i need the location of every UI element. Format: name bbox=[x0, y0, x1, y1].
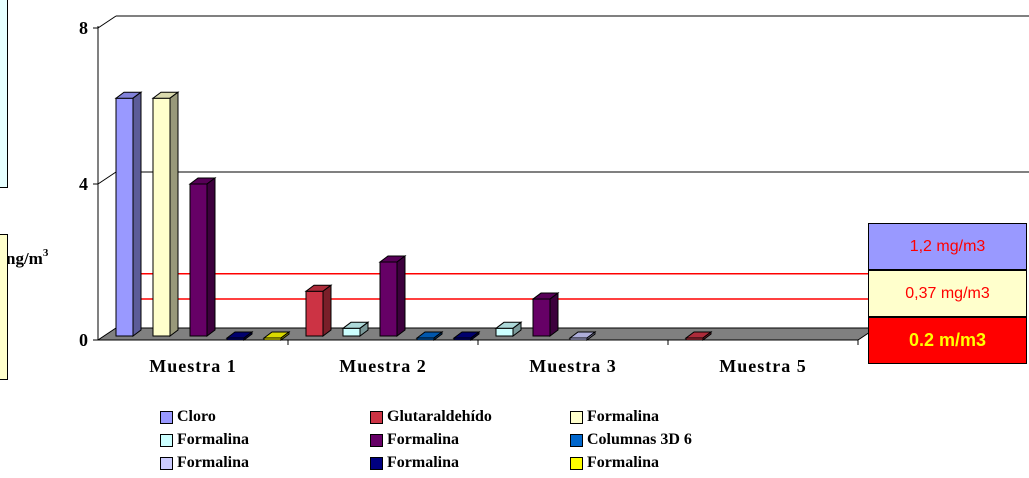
legend-item: Formalina bbox=[570, 452, 770, 474]
legend: Cloro Glutaraldehído Formalina Formalina… bbox=[160, 406, 780, 474]
legend-swatch bbox=[570, 456, 583, 470]
bars bbox=[114, 91, 713, 341]
bar-side bbox=[322, 284, 332, 337]
legend-swatch bbox=[160, 456, 173, 470]
legend-label: Formalina bbox=[587, 408, 659, 425]
legend-label: Cloro bbox=[177, 408, 216, 425]
legend-swatch bbox=[160, 433, 173, 447]
bar-side bbox=[586, 331, 596, 341]
x-tick-label: Muestra 5 bbox=[719, 356, 806, 376]
limit-box-3: 0.2 m/m3 bbox=[868, 317, 1027, 364]
x-tick-label: Muestra 3 bbox=[529, 356, 616, 376]
bar-side bbox=[169, 91, 179, 337]
y-tick-label: 4 bbox=[79, 174, 88, 194]
left-panel-fragment-bottom bbox=[0, 234, 8, 380]
legend-item: Formalina bbox=[570, 406, 770, 428]
gridline-depth bbox=[97, 15, 117, 29]
bar bbox=[114, 91, 143, 337]
axes: 0 4 8 Muestra 1 Muestra 2 Muestra 3 Muestra 5 bbox=[79, 18, 859, 376]
legend-label: Formalina bbox=[587, 454, 659, 471]
gridline-depth bbox=[97, 171, 117, 185]
bar bbox=[304, 284, 333, 337]
bar-side bbox=[359, 321, 369, 337]
legend-item: Formalina bbox=[160, 452, 370, 474]
legend-item: Formalina bbox=[370, 452, 570, 474]
bar bbox=[341, 321, 370, 337]
bar bbox=[378, 255, 407, 337]
legend-swatch bbox=[370, 456, 383, 470]
limit-box-1: 1,2 mg/m3 bbox=[868, 223, 1027, 270]
legend-swatch bbox=[570, 410, 583, 424]
bar-front bbox=[379, 261, 398, 337]
bar bbox=[151, 91, 180, 337]
legend-label: Glutaraldehído bbox=[387, 408, 492, 425]
legend-item: Formalina bbox=[370, 429, 570, 451]
legend-label: Formalina bbox=[387, 431, 459, 448]
bar-side bbox=[206, 177, 216, 337]
y-tick-label: 8 bbox=[79, 18, 88, 38]
x-tick-label: Muestra 2 bbox=[339, 356, 426, 376]
legend-label: Formalina bbox=[387, 454, 459, 471]
legend-swatch bbox=[160, 410, 173, 424]
bar-front bbox=[115, 97, 134, 337]
limit-box-2: 0,37 mg/m3 bbox=[868, 270, 1027, 317]
bar bbox=[415, 331, 444, 341]
bar-side bbox=[702, 331, 712, 341]
legend-swatch bbox=[370, 433, 383, 447]
legend-label: Formalina bbox=[177, 454, 249, 471]
bar-front bbox=[495, 327, 514, 337]
left-panel-fragment-top bbox=[0, 0, 8, 188]
bar-side bbox=[470, 331, 480, 341]
bar bbox=[262, 331, 291, 341]
bar-side bbox=[280, 331, 290, 341]
legend-label: Columnas 3D 6 bbox=[587, 431, 692, 448]
bar-front bbox=[305, 290, 324, 337]
legend-swatch bbox=[370, 410, 383, 424]
bar-side bbox=[512, 321, 522, 337]
bar bbox=[188, 177, 217, 337]
bar-front bbox=[152, 97, 171, 337]
bar bbox=[494, 321, 523, 337]
legend-item: Cloro bbox=[160, 406, 370, 428]
bar bbox=[531, 292, 560, 337]
gridlines bbox=[97, 15, 1029, 185]
y-tick-label: 0 bbox=[79, 330, 88, 350]
x-tick-label: Muestra 1 bbox=[149, 356, 236, 376]
legend-swatch bbox=[570, 433, 583, 447]
legend-item: Columnas 3D 6 bbox=[570, 429, 770, 451]
reference-lines bbox=[116, 272, 868, 300]
bar-side bbox=[132, 91, 142, 337]
legend-item: Glutaraldehído bbox=[370, 406, 570, 428]
bar bbox=[225, 331, 254, 341]
legend-item: Formalina bbox=[160, 429, 370, 451]
bar-front bbox=[532, 298, 551, 337]
bar-side bbox=[549, 292, 559, 337]
bar-side bbox=[243, 331, 253, 341]
bar-side bbox=[433, 331, 443, 341]
bar-front bbox=[342, 327, 361, 337]
y-axis-label: ng/m3 bbox=[6, 247, 49, 268]
legend-label: Formalina bbox=[177, 431, 249, 448]
bar-side bbox=[396, 255, 406, 337]
bar-front bbox=[189, 183, 208, 337]
